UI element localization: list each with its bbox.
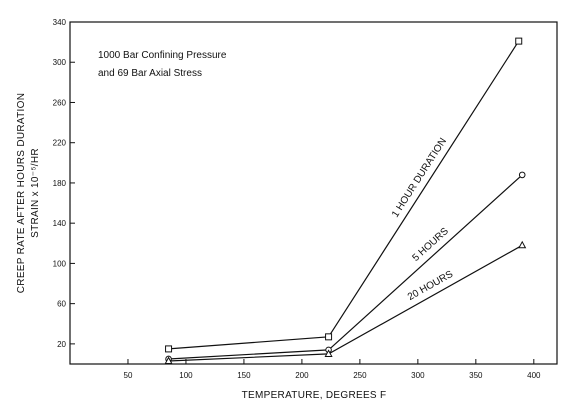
series-line <box>168 40 520 350</box>
series-line <box>168 244 523 362</box>
annotation-line-1: 1000 Bar Confining Pressure <box>98 50 227 61</box>
y-axis-title-line-2: STRAIN x 10⁻⁵/HR <box>30 148 41 238</box>
annotation-line-2: and 69 Bar Axial Stress <box>98 68 202 79</box>
data-point-triangle <box>518 240 527 249</box>
x-tick-label: 150 <box>237 371 251 380</box>
data-point-triangle <box>164 356 173 364</box>
x-tick-label: 300 <box>411 371 425 380</box>
data-point-square <box>165 345 173 353</box>
y-axis-ticks: 20 60 100 140 180 220 260 300 340 <box>53 18 75 349</box>
data-point-triangle <box>324 349 333 357</box>
y-tick-label: 340 <box>53 18 67 27</box>
data-point-circle <box>518 171 526 179</box>
x-tick-label: 50 <box>124 371 133 380</box>
x-axis-ticks: 50 100 150 200 250 300 350 400 <box>124 359 541 380</box>
y-tick-label: 220 <box>53 139 67 148</box>
x-tick-label: 100 <box>179 371 193 380</box>
y-tick-label: 100 <box>53 259 67 268</box>
x-tick-label: 200 <box>295 371 309 380</box>
y-tick-label: 300 <box>53 58 67 67</box>
y-tick-label: 260 <box>53 98 67 107</box>
y-tick-label: 60 <box>57 300 66 309</box>
x-tick-label: 250 <box>353 371 367 380</box>
x-axis-title: TEMPERATURE, DEGREES F <box>242 390 387 401</box>
data-point-square <box>515 37 523 45</box>
series-label: 1 HOUR DURATION <box>390 136 449 219</box>
x-tick-label: 350 <box>469 371 483 380</box>
y-tick-label: 140 <box>53 219 67 228</box>
y-tick-label: 20 <box>57 340 66 349</box>
series-line <box>168 174 523 360</box>
plot-frame <box>69 21 558 365</box>
data-point-square <box>325 333 333 341</box>
series-group <box>164 37 527 364</box>
y-axis-title-line-1: CREEP RATE AFTER HOURS DURATION <box>16 93 27 293</box>
y-tick-label: 180 <box>53 179 67 188</box>
x-tick-label: 400 <box>527 371 541 380</box>
